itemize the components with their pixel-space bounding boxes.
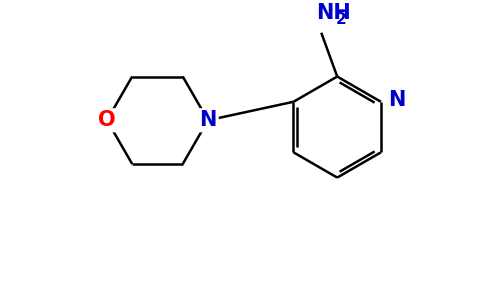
Text: N: N bbox=[199, 110, 217, 130]
Text: NH: NH bbox=[317, 3, 351, 23]
Text: N: N bbox=[388, 90, 405, 110]
Text: O: O bbox=[98, 110, 116, 130]
Text: 2: 2 bbox=[336, 12, 347, 27]
